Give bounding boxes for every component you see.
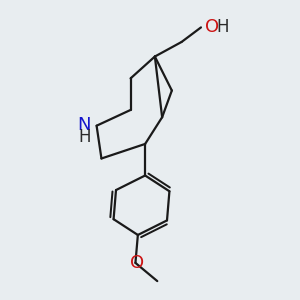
Text: O: O: [130, 254, 144, 272]
Text: H: H: [78, 128, 91, 146]
Text: H: H: [216, 18, 229, 36]
Text: N: N: [77, 116, 91, 134]
Text: O: O: [205, 18, 219, 36]
